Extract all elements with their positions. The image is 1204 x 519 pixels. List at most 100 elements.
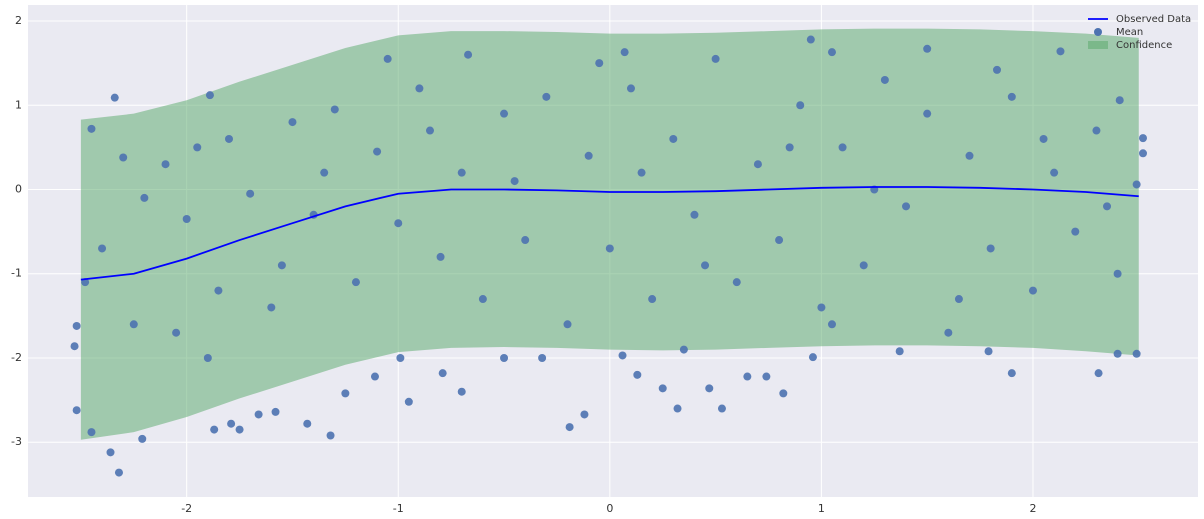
point [1138,134,1147,143]
point [330,105,339,114]
point [701,261,710,270]
point [510,177,519,186]
point [538,353,547,362]
point [785,143,794,152]
point [98,244,107,253]
y-tick-label: -1 [11,267,22,280]
point [404,397,413,406]
point [1113,349,1122,358]
point [457,387,466,396]
point [923,109,932,118]
legend-label: Confidence [1116,40,1172,51]
point [827,320,836,329]
point [106,448,115,457]
point [563,320,572,329]
y-tick-label: -3 [11,435,22,448]
point [114,468,123,477]
point [584,151,593,160]
point [806,35,815,44]
legend-swatch [1088,41,1108,49]
point [87,124,96,133]
point [1092,126,1101,135]
point [425,126,434,135]
point [679,345,688,354]
point [1071,227,1080,236]
point [648,295,657,304]
point [205,91,214,100]
point [87,428,96,437]
point [753,160,762,169]
point [965,151,974,160]
point [119,153,128,162]
point [775,236,784,245]
point [72,406,81,415]
point [705,384,714,393]
point [711,54,720,63]
point [210,425,219,434]
point [717,404,726,413]
point [288,118,297,127]
point [1132,180,1141,189]
point [1007,92,1016,101]
point [396,353,405,362]
point [140,193,149,202]
point [796,101,805,110]
point [370,372,379,381]
point [203,353,212,362]
point [172,328,181,337]
point [438,369,447,378]
point [182,214,191,223]
point [1056,47,1065,56]
point [565,423,574,432]
point [743,372,752,381]
point [1050,168,1059,177]
point [895,347,904,356]
x-tick-label: 2 [1029,502,1036,515]
point [633,370,642,379]
y-tick-label: 1 [15,98,22,111]
point [373,147,382,156]
point [542,92,551,101]
point [618,351,627,360]
point [1115,96,1124,105]
point [320,168,329,177]
point [993,65,1002,74]
point [235,425,244,434]
point [70,342,79,351]
point [138,434,147,443]
point [193,143,202,152]
point [595,59,604,68]
point [415,84,424,93]
point [110,93,119,102]
point [521,236,530,245]
confidence-band [80,28,1139,440]
point [246,189,255,198]
point [986,244,995,253]
point [690,210,699,219]
point [351,278,360,287]
point [944,328,953,337]
point [984,347,993,356]
x-tick-label: -2 [181,502,192,515]
point [271,407,280,416]
point [626,84,635,93]
point [658,384,667,393]
point [214,286,223,295]
y-tick-label: -2 [11,351,22,364]
x-tick-label: 1 [818,502,825,515]
x-tick-label: -1 [393,502,404,515]
point [838,143,847,152]
point [923,44,932,53]
legend-label: Observed Data [1116,14,1191,25]
point [859,261,868,270]
point [464,50,473,59]
point [303,419,312,428]
point [620,48,629,57]
y-tick-label: 0 [15,183,22,196]
point [762,372,771,381]
point [669,134,678,143]
point [732,278,741,287]
point [1138,149,1147,158]
point [277,261,286,270]
